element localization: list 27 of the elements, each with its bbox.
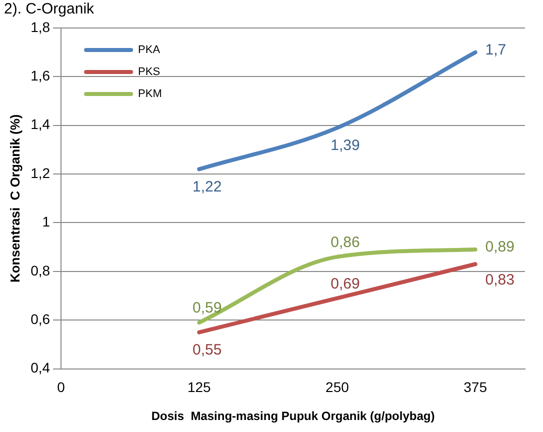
data-label: 0,89 (485, 238, 514, 256)
y-tick-label: 1,6 (30, 68, 50, 84)
x-tick-label: 375 (464, 379, 488, 396)
data-label: 1,22 (192, 178, 222, 196)
x-tick-label: 250 (326, 379, 350, 396)
y-tick-label: 0,8 (30, 262, 50, 278)
legend-label: PKA (138, 44, 161, 56)
chart-title: 2). C-Organik (4, 0, 95, 18)
data-label: 0,69 (330, 275, 360, 292)
y-tick-label: 1,2 (30, 164, 50, 181)
data-label: 0,59 (192, 300, 222, 317)
y-axis-title: Konsentrasi C Organik (%) (7, 114, 22, 283)
data-label: 0,83 (485, 271, 514, 288)
data-label: 0,55 (192, 341, 222, 358)
y-tick-label: 1 (42, 214, 50, 230)
legend-label: PKS (138, 66, 160, 78)
legend-label: PKM (138, 88, 162, 100)
data-label: 1,39 (330, 136, 360, 154)
data-label: 0,86 (330, 234, 360, 251)
x-axis-title: Dosis Masing-masing Pupuk Organik (g/polybag) (151, 409, 435, 424)
x-tick-label: 0 (57, 379, 66, 396)
y-tick-label: 1,8 (30, 18, 50, 35)
y-tick-label: 1,4 (30, 116, 50, 132)
data-label: 1,7 (485, 41, 506, 58)
x-tick-label: 125 (187, 379, 212, 396)
y-tick-label: 0,6 (30, 310, 50, 327)
y-tick-label: 0,4 (30, 360, 50, 376)
